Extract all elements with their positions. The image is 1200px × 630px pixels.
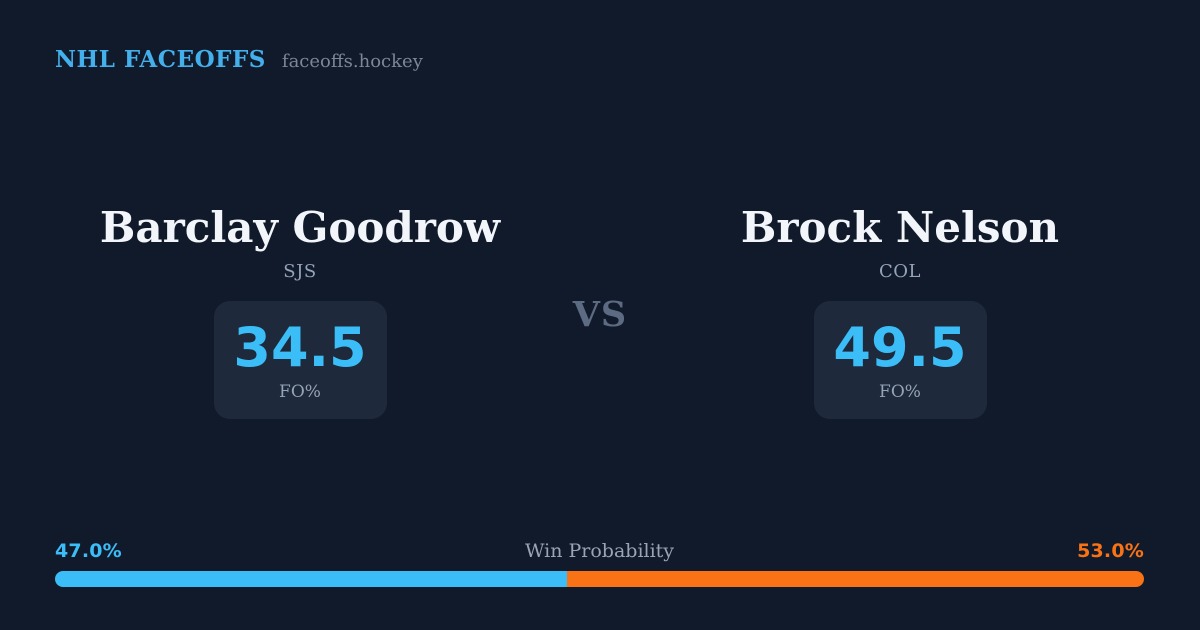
player-right-stat-label: FO% xyxy=(879,381,921,402)
player-left-stat-label: FO% xyxy=(279,381,321,402)
player-right-stat-value: 49.5 xyxy=(833,315,967,379)
win-probability-section: 47.0% Win Probability 53.0% xyxy=(55,540,1144,587)
vs-label: VS xyxy=(572,294,628,335)
win-probability-right-pct: 53.0% xyxy=(1077,540,1144,562)
player-left-column: Barclay Goodrow SJS 34.5 FO% xyxy=(0,203,600,420)
player-left-stat-box: 34.5 FO% xyxy=(213,301,387,420)
win-probability-bar xyxy=(55,571,1144,587)
site-url: faceoffs.hockey xyxy=(281,51,423,72)
player-left-team: SJS xyxy=(283,261,317,283)
win-probability-bar-right xyxy=(566,571,1144,587)
player-left-name: Barclay Goodrow xyxy=(99,203,501,252)
player-right-team: COL xyxy=(879,261,921,283)
header: NHL FACEOFFS faceoffs.hockey xyxy=(55,46,423,73)
player-right-name: Brock Nelson xyxy=(740,203,1060,252)
matchup-section: Barclay Goodrow SJS 34.5 FO% Brock Nelso… xyxy=(0,203,1200,420)
player-right-stat-box: 49.5 FO% xyxy=(813,301,987,420)
win-probability-left-pct: 47.0% xyxy=(55,540,122,562)
win-probability-labels: 47.0% Win Probability 53.0% xyxy=(55,540,1144,562)
player-right-column: Brock Nelson COL 49.5 FO% xyxy=(600,203,1200,420)
brand-title: NHL FACEOFFS xyxy=(55,46,266,73)
win-probability-bar-left xyxy=(55,571,567,587)
player-left-stat-value: 34.5 xyxy=(233,315,367,379)
win-probability-title: Win Probability xyxy=(524,540,675,562)
